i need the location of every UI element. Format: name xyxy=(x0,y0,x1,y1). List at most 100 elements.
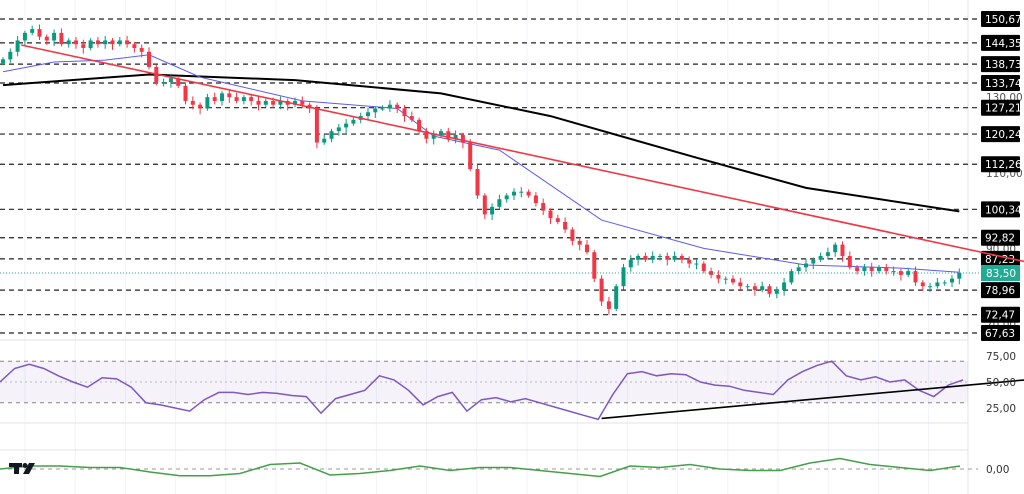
candle xyxy=(869,262,874,277)
candle xyxy=(723,276,728,285)
candle-body xyxy=(679,255,684,260)
level-label: 120,24 xyxy=(985,129,1022,141)
candle xyxy=(212,92,217,105)
candle xyxy=(74,37,78,49)
candle-body xyxy=(227,93,232,98)
candle xyxy=(877,265,881,274)
candle xyxy=(88,38,93,51)
candle xyxy=(745,283,750,291)
candle-body xyxy=(672,255,677,260)
candle-body xyxy=(643,255,648,260)
candle xyxy=(555,214,560,225)
candle-body xyxy=(614,286,619,309)
logo-part xyxy=(14,463,19,474)
candle xyxy=(694,258,699,270)
candle-body xyxy=(650,255,655,260)
candle-body xyxy=(366,112,370,117)
candle xyxy=(8,48,13,63)
candle-body xyxy=(599,278,604,302)
candle-body xyxy=(577,240,582,245)
candle xyxy=(198,102,203,115)
candle xyxy=(468,139,473,172)
candle-body xyxy=(30,29,35,33)
candle-body xyxy=(373,108,378,113)
candle-body xyxy=(760,286,765,291)
candle-body xyxy=(928,286,933,288)
candle-body xyxy=(300,100,305,105)
candle-body xyxy=(263,100,268,105)
candle xyxy=(541,198,546,216)
level-label: 67,63 xyxy=(985,328,1015,340)
level-label-box xyxy=(981,75,1020,92)
candle xyxy=(752,282,757,296)
candle xyxy=(278,96,283,110)
candle xyxy=(59,28,64,47)
candle xyxy=(950,275,954,287)
candle xyxy=(935,277,940,289)
candle-body xyxy=(74,40,78,45)
candle xyxy=(833,242,838,257)
rsi-line xyxy=(0,360,964,421)
candle xyxy=(22,30,27,47)
candle-body xyxy=(482,195,487,215)
rsi-axis-label: 75,00 xyxy=(986,351,1016,363)
candle-body xyxy=(738,282,743,287)
candle-body xyxy=(8,51,13,60)
downtrend-line xyxy=(21,44,1024,263)
candle-body xyxy=(906,271,911,275)
candle-body xyxy=(22,32,27,41)
candle xyxy=(402,105,407,122)
candle-body xyxy=(789,271,794,283)
candle xyxy=(431,130,436,145)
candle xyxy=(30,25,35,36)
candle xyxy=(424,127,429,144)
candle-body xyxy=(658,255,662,257)
candle-body xyxy=(139,48,144,52)
candle xyxy=(906,267,911,278)
candle-body xyxy=(636,255,641,260)
candle-body xyxy=(59,32,64,45)
current-price-box xyxy=(981,264,1020,281)
candle xyxy=(15,35,20,57)
candle xyxy=(285,98,290,111)
candle-body xyxy=(52,32,57,41)
candle-body xyxy=(497,199,502,207)
candle-body xyxy=(585,244,589,253)
candle xyxy=(66,38,71,48)
level-label: 127,21 xyxy=(985,103,1022,115)
candle xyxy=(650,251,655,264)
candle-body xyxy=(825,252,830,256)
candle-body xyxy=(548,210,553,219)
candle-body xyxy=(811,259,816,264)
candle-body xyxy=(490,206,495,215)
candle xyxy=(387,100,392,112)
candle-body xyxy=(431,134,436,139)
candle xyxy=(504,193,509,203)
candle-body xyxy=(665,255,670,260)
candle xyxy=(110,38,115,50)
candle-body xyxy=(198,104,203,109)
candle-body xyxy=(176,78,181,86)
candle-body xyxy=(504,195,509,200)
level-label-box xyxy=(981,282,1020,299)
candle xyxy=(314,105,319,149)
candle xyxy=(628,255,633,272)
level-label-box xyxy=(981,156,1020,173)
candle xyxy=(446,127,451,143)
candle-body xyxy=(147,51,151,67)
candle xyxy=(920,280,925,291)
candle-body xyxy=(322,138,327,143)
current-price-label: 83,50 xyxy=(986,268,1016,280)
candle xyxy=(227,89,232,103)
candle xyxy=(263,98,268,107)
candle xyxy=(891,266,896,276)
candle xyxy=(81,39,86,54)
candle xyxy=(818,252,823,263)
candle-body xyxy=(103,40,108,45)
candle-body xyxy=(855,267,860,272)
level-label-box xyxy=(981,99,1020,116)
candle xyxy=(957,268,962,285)
candle-body xyxy=(161,82,166,84)
candle-body xyxy=(293,100,297,105)
